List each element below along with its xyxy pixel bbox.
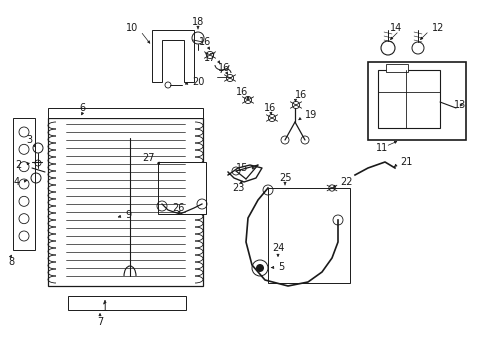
- Text: 1: 1: [102, 303, 108, 313]
- Text: 18: 18: [191, 17, 203, 27]
- Text: 16: 16: [199, 37, 211, 47]
- Bar: [68, 296, 185, 310]
- Text: 2: 2: [16, 160, 22, 170]
- Circle shape: [256, 264, 264, 272]
- Text: 25: 25: [278, 173, 291, 183]
- Bar: [377, 70, 439, 128]
- Text: 11: 11: [375, 143, 387, 153]
- Text: 16: 16: [235, 87, 247, 97]
- Bar: [48, 108, 203, 118]
- Text: 23: 23: [231, 183, 244, 193]
- Text: 26: 26: [171, 203, 184, 213]
- Text: 10: 10: [125, 23, 138, 33]
- Bar: [267, 188, 349, 283]
- Text: 3: 3: [26, 135, 32, 145]
- Bar: [367, 62, 465, 140]
- Text: 16: 16: [264, 103, 276, 113]
- Text: 22: 22: [339, 177, 352, 187]
- Text: 24: 24: [271, 243, 284, 253]
- Text: 16: 16: [294, 90, 306, 100]
- Text: 4: 4: [14, 177, 20, 187]
- Bar: [158, 162, 205, 214]
- Text: 19: 19: [305, 110, 317, 120]
- Text: 9: 9: [125, 210, 131, 220]
- Text: 21: 21: [399, 157, 411, 167]
- Text: 12: 12: [431, 23, 444, 33]
- Text: 6: 6: [79, 103, 85, 113]
- Text: 14: 14: [389, 23, 401, 33]
- Text: 17: 17: [203, 53, 216, 63]
- Text: 16: 16: [218, 63, 230, 73]
- Bar: [13, 118, 35, 250]
- Text: 7: 7: [97, 317, 103, 327]
- Text: 8: 8: [8, 257, 14, 267]
- Text: 15: 15: [235, 163, 247, 173]
- Text: 13: 13: [453, 100, 465, 110]
- Text: 5: 5: [278, 262, 284, 272]
- Bar: [385, 64, 407, 72]
- Bar: [48, 118, 203, 286]
- Text: 20: 20: [192, 77, 204, 87]
- Text: 27: 27: [142, 153, 155, 163]
